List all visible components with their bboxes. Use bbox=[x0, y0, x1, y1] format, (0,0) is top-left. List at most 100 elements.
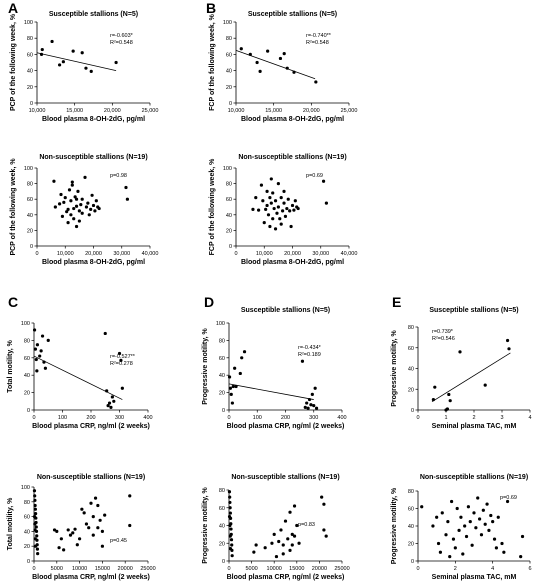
data-point bbox=[306, 406, 310, 410]
y-tick-label: 0 bbox=[411, 408, 414, 414]
data-point bbox=[33, 507, 37, 511]
stat-annotation: p=0.45 bbox=[110, 538, 127, 544]
data-point bbox=[463, 524, 467, 528]
data-point bbox=[262, 221, 266, 225]
data-point bbox=[73, 527, 77, 531]
y-tick-label: 80 bbox=[219, 488, 225, 494]
data-point bbox=[91, 203, 96, 208]
y-tick-label: 80 bbox=[27, 36, 33, 42]
data-point bbox=[450, 499, 454, 504]
data-point bbox=[263, 546, 267, 550]
data-point bbox=[71, 49, 75, 53]
x-tick-label: 25000 bbox=[334, 566, 349, 572]
regression-line bbox=[36, 52, 117, 71]
y-tick-label: 0 bbox=[229, 244, 232, 250]
x-axis-label: Blood plasma CRP, ng/ml (2 weeks) bbox=[227, 423, 345, 430]
data-point bbox=[66, 528, 70, 532]
data-point bbox=[285, 66, 289, 70]
regression-line bbox=[431, 352, 511, 403]
data-point bbox=[33, 494, 37, 498]
x-tick-label: 20,000 bbox=[284, 251, 301, 257]
x-axis-label: Blood plasma 8-OH-2dG, pg/ml bbox=[42, 259, 145, 266]
data-point bbox=[431, 524, 435, 528]
x-tick-label: 5000 bbox=[245, 566, 257, 572]
data-point bbox=[40, 47, 44, 52]
x-axis-label: Blood plasma CRP, ng/ml (2 weeks) bbox=[32, 423, 150, 430]
y-tick-label: 0 bbox=[222, 559, 225, 565]
chart-panel-b: Susceptible stallions (N=5) 0 20 40 60 80 100 1… bbox=[209, 11, 357, 123]
chart-title: Non-susceptible stallions (N=19) bbox=[37, 474, 145, 481]
y-tick-label: 60 bbox=[24, 515, 30, 521]
data-point bbox=[33, 512, 38, 516]
data-point bbox=[271, 191, 275, 195]
data-point bbox=[252, 550, 256, 554]
data-point bbox=[93, 496, 98, 500]
data-point bbox=[496, 515, 500, 519]
data-point bbox=[444, 533, 448, 537]
data-point bbox=[314, 406, 319, 410]
x-axis-label: Blood plasma 8-OH-2dG, pg/ml bbox=[241, 116, 344, 123]
data-point bbox=[91, 533, 95, 537]
x-tick-label: 0 bbox=[416, 566, 419, 572]
data-point bbox=[239, 47, 243, 51]
data-point bbox=[269, 177, 273, 181]
data-point bbox=[83, 175, 87, 179]
data-point bbox=[269, 201, 273, 205]
data-point bbox=[96, 503, 100, 508]
data-point bbox=[230, 401, 234, 405]
y-tick-label: 80 bbox=[24, 338, 30, 344]
x-tick-label: 200 bbox=[86, 415, 95, 421]
x-tick-label: 2 bbox=[454, 566, 457, 572]
panel-letter-c: C bbox=[8, 294, 18, 310]
x-axis-label: Blood plasma CRP, ng/ml (2 weeks) bbox=[227, 574, 345, 581]
data-point bbox=[228, 506, 232, 510]
y-tick-label: 40 bbox=[27, 69, 33, 75]
data-point bbox=[431, 398, 435, 402]
data-point bbox=[435, 515, 439, 519]
x-tick-label: 100 bbox=[58, 415, 67, 421]
data-point bbox=[491, 520, 495, 524]
y-tick-label: 60 bbox=[226, 52, 232, 58]
x-tick-label: 0 bbox=[35, 251, 38, 257]
data-point bbox=[74, 204, 79, 208]
data-point bbox=[288, 548, 292, 552]
chart-panel-c2: Non-susceptible stallions (N=19) 0 20 40 60 8… bbox=[7, 474, 156, 581]
data-point bbox=[94, 199, 98, 203]
stat-annotation: r=-0.527** bbox=[110, 354, 136, 360]
data-point bbox=[62, 200, 66, 204]
data-point bbox=[43, 366, 48, 370]
x-tick-label: 20000 bbox=[118, 566, 133, 572]
data-point bbox=[268, 224, 272, 229]
x-tick-label: 15000 bbox=[95, 566, 110, 572]
data-point bbox=[109, 405, 113, 409]
x-tick-label: 4 bbox=[528, 415, 531, 421]
data-point bbox=[485, 502, 489, 506]
y-tick-label: 20 bbox=[226, 85, 232, 91]
data-point bbox=[39, 52, 44, 57]
x-tick-label: 400 bbox=[337, 415, 346, 421]
x-tick-label: 0 bbox=[227, 415, 230, 421]
y-axis-label: Progressive motility, % bbox=[391, 487, 398, 564]
x-axis-label: Blood plasma 8-OH-2dG, pg/ml bbox=[42, 116, 145, 123]
data-point bbox=[58, 63, 62, 67]
data-point bbox=[292, 534, 297, 538]
x-tick-label: 15000 bbox=[289, 566, 304, 572]
stat-annotation: R²=0.278 bbox=[110, 361, 133, 367]
data-point bbox=[97, 206, 101, 211]
y-axis-label: FCP of the following week, % bbox=[209, 158, 216, 255]
data-point bbox=[290, 532, 294, 536]
data-point bbox=[103, 331, 107, 336]
data-point bbox=[82, 511, 86, 515]
data-point bbox=[279, 222, 283, 226]
y-tick-label: 20 bbox=[408, 387, 414, 393]
y-tick-label: 100 bbox=[24, 20, 33, 26]
data-point bbox=[295, 523, 299, 528]
data-point bbox=[72, 217, 76, 221]
data-point bbox=[69, 199, 73, 203]
y-tick-label: 100 bbox=[223, 20, 232, 26]
chart-panel-e: Susceptible stallions (N=5) 0 20 40 60 80 0 1 2 3… bbox=[391, 307, 532, 430]
data-point bbox=[70, 183, 74, 187]
chart-panel-d: Susceptible stallions (N=5) 0 20 40 60 80 100 0… bbox=[202, 307, 347, 430]
y-axis-label: PCP of the following week, % bbox=[10, 13, 17, 111]
data-point bbox=[476, 496, 480, 500]
